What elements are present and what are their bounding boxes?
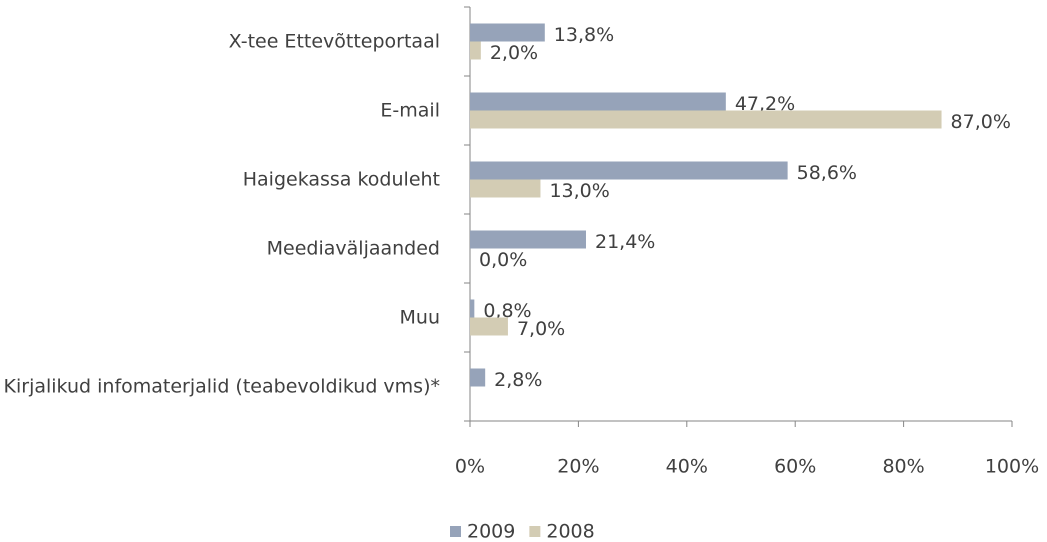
category-label: Haigekassa koduleht <box>0 166 440 193</box>
category-label: Kirjalikud infomaterjalid (teabevoldikud… <box>0 373 440 400</box>
value-label: 13,0% <box>549 180 609 202</box>
legend-label: 2008 <box>546 521 594 542</box>
legend-label: 2009 <box>467 521 515 542</box>
value-label: 2,8% <box>494 369 542 391</box>
legend-swatch <box>529 526 541 537</box>
value-label: 58,6% <box>797 162 857 184</box>
category-text: Kirjalikud infomaterjalid (teabevoldikud… <box>3 375 440 397</box>
value-label: 0,0% <box>479 249 527 271</box>
x-tick-label: 60% <box>774 456 816 478</box>
bar <box>470 23 545 42</box>
value-label: 21,4% <box>595 231 655 253</box>
category-text: Muu <box>399 306 440 328</box>
bar <box>470 368 486 387</box>
bar <box>470 110 942 129</box>
category-text: X-tee Ettevõtteportaal <box>228 30 440 52</box>
bar <box>470 41 481 60</box>
value-label: 13,8% <box>554 24 614 46</box>
value-label: 2,0% <box>490 42 538 64</box>
category-text: E-mail <box>380 99 440 121</box>
category-text: Meediaväljaanded <box>266 237 440 259</box>
x-tick-label: 100% <box>985 456 1039 478</box>
category-label: X-tee Ettevõtteportaal <box>0 28 440 55</box>
bar <box>470 179 541 198</box>
category-text: Haigekassa koduleht <box>242 168 440 190</box>
bar <box>470 317 508 336</box>
category-label: Meediaväljaanded <box>0 235 440 262</box>
value-label: 0,8% <box>483 300 531 322</box>
legend-swatch <box>450 526 461 537</box>
x-tick-label: 20% <box>557 456 599 478</box>
value-label: 87,0% <box>951 111 1011 133</box>
x-tick-label: 0% <box>455 456 485 478</box>
bar <box>470 299 475 318</box>
value-label: 7,0% <box>517 318 565 340</box>
value-label: 47,2% <box>735 93 795 115</box>
bar <box>470 92 726 111</box>
category-label: E-mail <box>0 97 440 124</box>
category-label: Muu <box>0 304 440 331</box>
x-tick-label: 80% <box>882 456 924 478</box>
x-tick-label: 40% <box>666 456 708 478</box>
bar <box>470 230 586 249</box>
bar <box>470 161 788 180</box>
